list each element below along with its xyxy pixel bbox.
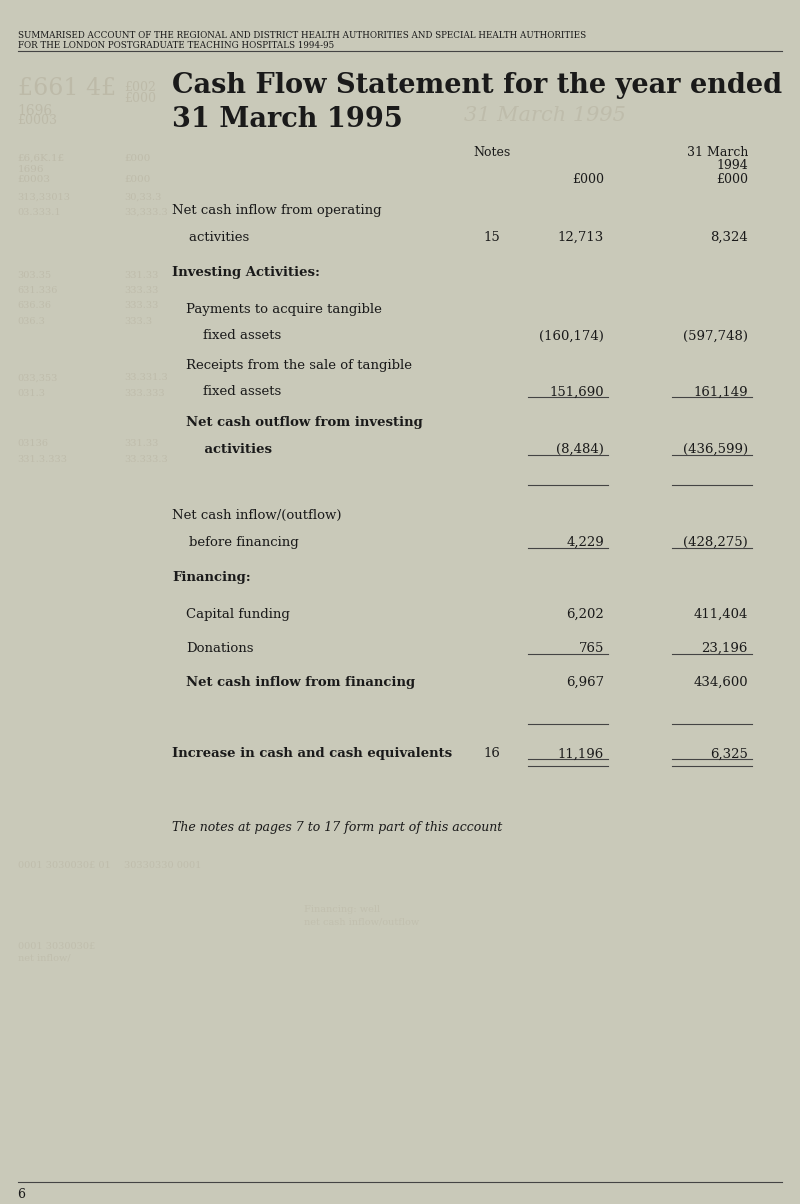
- Text: 23,196: 23,196: [702, 642, 748, 655]
- Text: 8,324: 8,324: [710, 231, 748, 243]
- Text: fixed assets: fixed assets: [186, 385, 282, 399]
- Text: £0003: £0003: [18, 175, 50, 183]
- Text: (428,275): (428,275): [683, 536, 748, 549]
- Text: Financing:: Financing:: [172, 571, 250, 584]
- Text: £0003: £0003: [18, 114, 58, 128]
- Text: 15: 15: [484, 231, 500, 243]
- Text: £661 4£: £661 4£: [18, 77, 116, 100]
- Text: (597,748): (597,748): [683, 330, 748, 342]
- Text: 31 March 1995: 31 March 1995: [172, 106, 402, 132]
- Text: 765: 765: [578, 642, 604, 655]
- Text: £000: £000: [124, 175, 150, 183]
- Text: before financing: before financing: [172, 536, 298, 549]
- Text: 6,967: 6,967: [566, 677, 604, 689]
- Text: Notes: Notes: [474, 146, 510, 159]
- Text: Investing Activities:: Investing Activities:: [172, 266, 320, 279]
- Text: (160,174): (160,174): [539, 330, 604, 342]
- Text: 16: 16: [483, 748, 501, 761]
- Text: Receipts from the sale of tangible: Receipts from the sale of tangible: [186, 359, 413, 372]
- Text: 03136
331.3.333: 03136 331.3.333: [18, 439, 67, 464]
- Text: Cash Flow Statement for the year ended: Cash Flow Statement for the year ended: [172, 72, 782, 99]
- Text: £000: £000: [572, 173, 604, 187]
- Text: (8,484): (8,484): [556, 443, 604, 455]
- Text: 12,713: 12,713: [558, 231, 604, 243]
- Text: 151,690: 151,690: [550, 385, 604, 399]
- Text: SUMMARISED ACCOUNT OF THE REGIONAL AND DISTRICT HEALTH AUTHORITIES AND SPECIAL H: SUMMARISED ACCOUNT OF THE REGIONAL AND D…: [18, 31, 586, 40]
- Text: 1696: 1696: [18, 104, 53, 118]
- Text: 411,404: 411,404: [694, 608, 748, 621]
- Text: 1696: 1696: [18, 165, 44, 173]
- Text: activities: activities: [186, 443, 272, 455]
- Text: net inflow/: net inflow/: [18, 954, 70, 962]
- Text: 033,353
031.3: 033,353 031.3: [18, 373, 58, 397]
- Text: Net cash inflow from operating: Net cash inflow from operating: [172, 205, 382, 217]
- Text: 6,202: 6,202: [566, 608, 604, 621]
- Text: 161,149: 161,149: [694, 385, 748, 399]
- Text: 11,196: 11,196: [558, 748, 604, 761]
- Text: 6,325: 6,325: [710, 748, 748, 761]
- Text: Financing: well: Financing: well: [304, 905, 380, 914]
- Text: 0001 3030030£ 01: 0001 3030030£ 01: [18, 861, 110, 869]
- Text: 0001 3030030£: 0001 3030030£: [18, 942, 95, 950]
- Text: £002: £002: [124, 81, 156, 94]
- Text: activities: activities: [172, 231, 250, 243]
- Text: Payments to acquire tangible: Payments to acquire tangible: [186, 303, 382, 315]
- Text: 33.331.3
333.333: 33.331.3 333.333: [124, 373, 168, 397]
- Text: 331.33
333.33
333.33
333.3: 331.33 333.33 333.33 333.3: [124, 271, 158, 326]
- Text: £000: £000: [716, 173, 748, 187]
- Text: fixed assets: fixed assets: [186, 330, 282, 342]
- Text: 31 March 1995: 31 March 1995: [464, 106, 626, 125]
- Text: Net cash outflow from investing: Net cash outflow from investing: [186, 417, 423, 429]
- Text: 434,600: 434,600: [694, 677, 748, 689]
- Text: Increase in cash and cash equivalents: Increase in cash and cash equivalents: [172, 748, 452, 761]
- Text: The notes at pages 7 to 17 form part of this account: The notes at pages 7 to 17 form part of …: [172, 821, 502, 834]
- Text: net cash inflow/outflow: net cash inflow/outflow: [304, 917, 419, 926]
- Text: Net cash inflow/(outflow): Net cash inflow/(outflow): [172, 509, 342, 523]
- Text: Net cash inflow from financing: Net cash inflow from financing: [186, 677, 415, 689]
- Text: Donations: Donations: [186, 642, 254, 655]
- Text: 31 March: 31 March: [686, 146, 748, 159]
- Text: 331.33
33.333.3: 331.33 33.333.3: [124, 439, 168, 464]
- Text: FOR THE LONDON POSTGRADUATE TEACHING HOSPITALS 1994-95: FOR THE LONDON POSTGRADUATE TEACHING HOS…: [18, 41, 334, 49]
- Text: 30330330 0001: 30330330 0001: [124, 861, 202, 869]
- Text: 303.35
631.336
636.36
036.3: 303.35 631.336 636.36 036.3: [18, 271, 58, 326]
- Text: 30,33.3
33,333.3: 30,33.3 33,333.3: [124, 193, 168, 217]
- Text: 6: 6: [18, 1188, 26, 1202]
- Text: £000: £000: [124, 154, 150, 163]
- Text: Capital funding: Capital funding: [186, 608, 290, 621]
- Text: 313,33013
03.333.1: 313,33013 03.333.1: [18, 193, 70, 217]
- Text: £6,6K.1£: £6,6K.1£: [18, 154, 65, 163]
- Text: 1994: 1994: [716, 159, 748, 172]
- Text: 4,229: 4,229: [566, 536, 604, 549]
- Text: £000: £000: [124, 92, 156, 105]
- Text: (436,599): (436,599): [683, 443, 748, 455]
